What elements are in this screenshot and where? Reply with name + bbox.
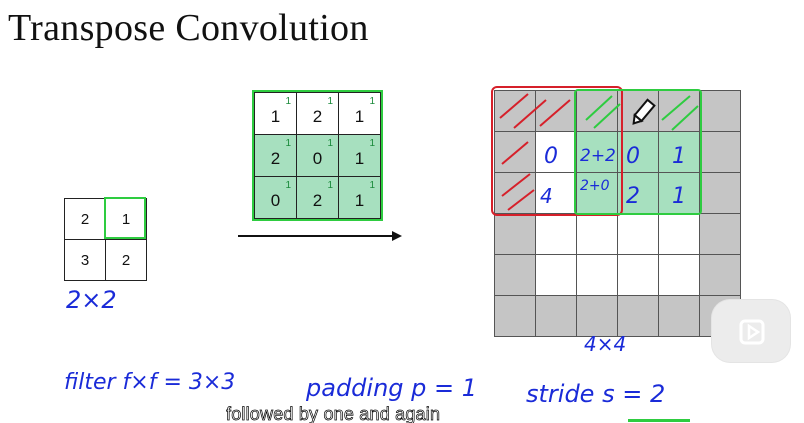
input-grid: 2 1 3 2	[64, 197, 148, 282]
output-cell	[494, 295, 536, 337]
input-cell: 2	[64, 198, 106, 240]
output-cell	[658, 295, 700, 337]
output-cell	[658, 254, 700, 296]
filter-border	[252, 90, 383, 221]
red-filter-window	[491, 86, 623, 216]
note-cell: 2+2	[580, 146, 616, 166]
output-cell	[576, 254, 618, 296]
note-cell: 0	[626, 144, 640, 169]
note-cell: 2	[626, 184, 640, 209]
output-cell	[658, 131, 700, 173]
output-cell	[699, 172, 741, 214]
output-cell	[535, 213, 577, 255]
padding-annotation: padding p = 1	[306, 374, 478, 402]
note-cell: 1	[672, 184, 686, 209]
filter-weight: 1	[327, 96, 333, 107]
filter-weight: 1	[369, 96, 375, 107]
filter-weight: 1	[369, 180, 375, 191]
filter-weight: 1	[285, 96, 291, 107]
filter-weight: 1	[327, 138, 333, 149]
output-cell	[494, 254, 536, 296]
output-cell	[699, 213, 741, 255]
pencil-icon	[632, 98, 656, 125]
note-cell: 1	[672, 144, 686, 169]
input-cell: 3	[64, 239, 106, 281]
output-cell	[699, 254, 741, 296]
filter-weight: 1	[369, 138, 375, 149]
output-cell	[617, 213, 659, 255]
filter-annotation: filter f×f = 3×3	[64, 370, 236, 395]
note-cell: 0	[544, 144, 558, 169]
input-highlight	[104, 197, 146, 239]
filter-weight: 1	[285, 138, 291, 149]
page-title: Transpose Convolution	[8, 7, 369, 49]
stride-underline	[628, 419, 690, 422]
output-cell	[494, 90, 536, 132]
output-cell	[535, 295, 577, 337]
stride-annotation: stride s = 2	[526, 380, 666, 408]
arrow-icon	[238, 231, 402, 241]
play-icon	[739, 319, 765, 345]
output-cell	[617, 295, 659, 337]
input-size-label: 2×2	[66, 286, 117, 314]
note-cell: 4	[540, 184, 553, 208]
output-cell	[535, 254, 577, 296]
filter-weight: 1	[285, 180, 291, 191]
input-cell: 2	[105, 239, 147, 281]
output-cell	[576, 295, 618, 337]
subtitle-caption: followed by one and again	[226, 404, 441, 423]
green-filter-window	[574, 89, 702, 215]
note-cell: 2+0	[580, 178, 610, 194]
hatch-marks	[499, 93, 699, 211]
output-grid: 0 2+2 0 1 4 2+0 2 1	[491, 86, 742, 337]
filter-weight: 1	[327, 180, 333, 191]
output-cell	[617, 254, 659, 296]
output-size-label: 4×4	[584, 332, 627, 356]
play-button[interactable]	[712, 300, 790, 362]
output-cell	[535, 131, 577, 173]
output-cell	[699, 90, 741, 132]
